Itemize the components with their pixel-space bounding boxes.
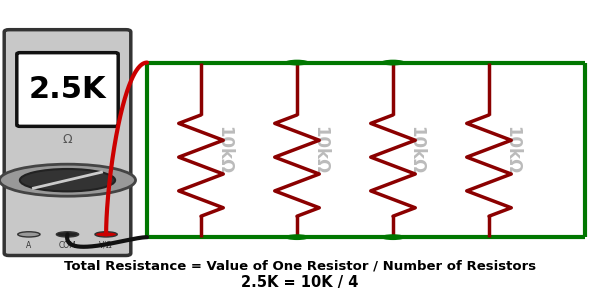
Text: COM: COM [59, 241, 76, 250]
Ellipse shape [18, 232, 40, 237]
Text: 10kΩ: 10kΩ [215, 126, 233, 174]
Text: V/Ω: V/Ω [99, 241, 113, 250]
Ellipse shape [0, 164, 136, 196]
Ellipse shape [56, 232, 79, 237]
FancyBboxPatch shape [17, 53, 118, 126]
Text: 2.5K = 10K / 4: 2.5K = 10K / 4 [241, 275, 359, 290]
Text: Ω: Ω [62, 133, 73, 146]
Text: 10kΩ: 10kΩ [407, 126, 425, 174]
Ellipse shape [380, 234, 406, 240]
Text: A: A [26, 241, 32, 250]
Ellipse shape [380, 60, 406, 65]
Text: 2.5K: 2.5K [29, 75, 106, 104]
Text: Total Resistance = Value of One Resistor / Number of Resistors: Total Resistance = Value of One Resistor… [64, 260, 536, 273]
Text: 10kΩ: 10kΩ [311, 126, 329, 174]
Ellipse shape [284, 60, 310, 65]
Ellipse shape [20, 169, 115, 191]
Text: 10kΩ: 10kΩ [503, 126, 521, 174]
FancyBboxPatch shape [4, 30, 131, 255]
Ellipse shape [284, 234, 310, 240]
Ellipse shape [95, 232, 117, 237]
